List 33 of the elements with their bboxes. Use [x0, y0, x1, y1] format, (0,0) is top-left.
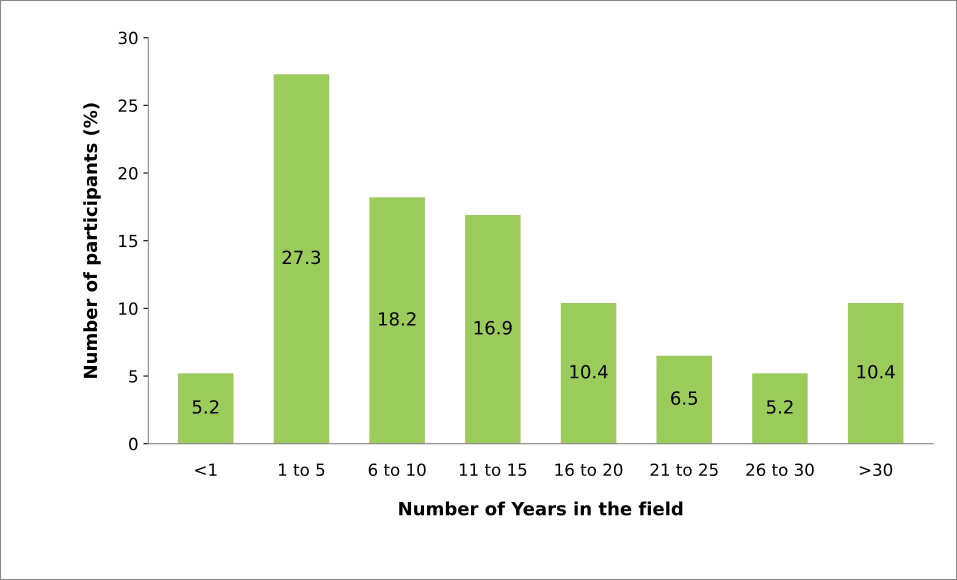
x-tick-label: >30	[860, 463, 892, 476]
y-tick-label: 15	[119, 234, 138, 248]
bar	[656, 356, 712, 444]
data-label: 10.4	[570, 364, 608, 379]
data-label: 6.5	[671, 391, 698, 405]
x-tick-label: <1	[195, 464, 216, 476]
x-tick-label: 26 to 30	[746, 463, 814, 476]
data-label: 16.9	[474, 320, 512, 335]
data-label: 27.3	[282, 250, 320, 264]
y-tick-label: 30	[118, 32, 138, 44]
x-tick-label: 6 to 10	[368, 463, 426, 476]
data-label: 5.2	[766, 400, 793, 414]
y-tick-label: 0	[129, 438, 138, 450]
bar	[848, 302, 904, 444]
data-label: 18.2	[379, 312, 416, 326]
y-tick-label: 20	[118, 166, 138, 180]
x-tick-label: 16 to 20	[556, 463, 622, 476]
bar	[274, 74, 330, 444]
bar	[369, 197, 425, 444]
x-axis-title: Number of Years in the field	[399, 501, 682, 516]
y-tick-label: 5	[129, 370, 138, 383]
data-label: 10.4	[858, 364, 895, 379]
y-tick-label: 25	[118, 99, 138, 112]
bar	[560, 302, 616, 444]
bar	[752, 373, 808, 444]
data-label: 5.2	[192, 400, 218, 414]
bar	[178, 373, 234, 444]
y-tick-label: 10	[119, 302, 138, 315]
x-tick-label: 21 to 25	[650, 463, 718, 476]
y-axis-title: Number of participants (%)	[83, 103, 101, 378]
x-tick-label: 11 to 15	[460, 464, 526, 476]
x-tick-label: 1 to 5	[279, 464, 324, 476]
bar	[465, 214, 521, 444]
